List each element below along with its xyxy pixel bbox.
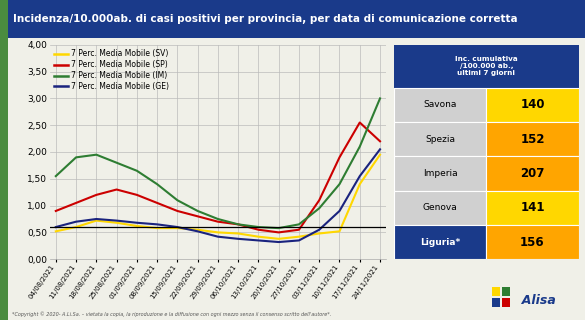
Text: Imperia: Imperia: [423, 169, 457, 178]
Text: Incidenza/10.000ab. di casi positivi per provincia, per data di comunicazione co: Incidenza/10.000ab. di casi positivi per…: [13, 14, 518, 24]
Bar: [487, 45, 579, 88]
Bar: [491, 287, 500, 296]
Bar: [487, 225, 579, 259]
Bar: [394, 122, 487, 156]
Text: Liguria*: Liguria*: [420, 237, 460, 246]
Text: Savona: Savona: [424, 100, 457, 109]
Bar: [487, 122, 579, 156]
Bar: [491, 298, 500, 307]
Bar: [501, 298, 510, 307]
Text: Spezia: Spezia: [425, 135, 455, 144]
Bar: [394, 88, 487, 122]
Text: Genova: Genova: [423, 203, 457, 212]
Text: 152: 152: [520, 132, 545, 146]
Text: 140: 140: [520, 98, 545, 111]
Text: 141: 141: [520, 201, 545, 214]
Bar: [394, 191, 487, 225]
Bar: [394, 225, 487, 259]
Legend: 7 Perc. Media Mobile (SV), 7 Perc. Media Mobile (SP), 7 Perc. Media Mobile (IM),: 7 Perc. Media Mobile (SV), 7 Perc. Media…: [54, 49, 170, 92]
Text: 207: 207: [520, 167, 545, 180]
Bar: [487, 88, 579, 122]
Bar: [501, 287, 510, 296]
Text: Alisa: Alisa: [513, 294, 556, 307]
Bar: [487, 191, 579, 225]
Text: Inc. cumulativa
/100.000 ab.,
ultimi 7 giorni: Inc. cumulativa /100.000 ab., ultimi 7 g…: [455, 56, 518, 76]
Bar: [394, 45, 487, 88]
Bar: [487, 156, 579, 191]
Bar: [394, 156, 487, 191]
Text: 156: 156: [520, 236, 545, 249]
Text: *Copyright © 2020- A.Li.Sa. – vietata la copia, la riproduzione e la diffusione : *Copyright © 2020- A.Li.Sa. – vietata la…: [12, 311, 331, 317]
